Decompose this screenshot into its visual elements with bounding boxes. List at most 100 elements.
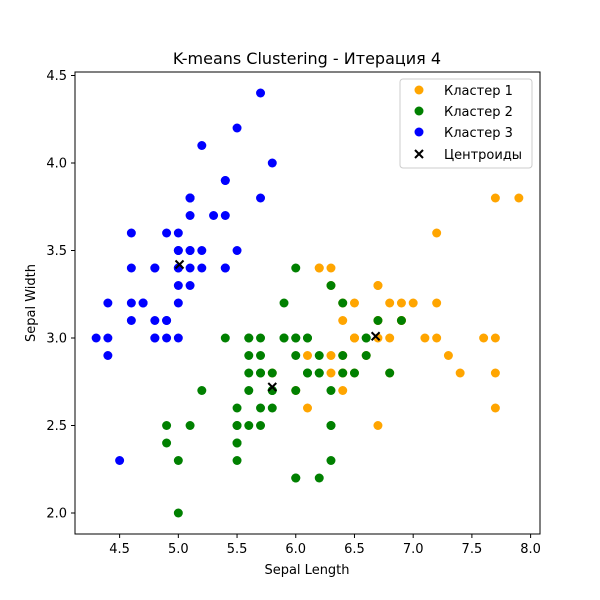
point-cluster-3-34: [162, 316, 172, 325]
y-tick-label: 4.0: [46, 157, 67, 172]
point-cluster-1-15: [432, 228, 442, 238]
point-cluster-1-30: [514, 193, 524, 203]
point-cluster-2-61: [279, 333, 289, 343]
point-cluster-1-44: [326, 263, 336, 273]
y-axis-label: Sepal Width: [24, 264, 39, 342]
point-cluster-1-14: [373, 421, 383, 430]
point-cluster-3-25: [173, 333, 183, 343]
point-cluster-3-17: [185, 246, 195, 255]
point-cluster-3-4: [173, 228, 183, 238]
point-cluster-2-58: [303, 368, 312, 378]
point-cluster-3-6: [126, 263, 136, 273]
point-cluster-2-19: [256, 403, 266, 413]
point-cluster-3-28: [197, 263, 207, 273]
x-axis-label: Sepal Length: [264, 563, 349, 578]
point-cluster-2-25: [291, 263, 301, 273]
point-cluster-2-0: [232, 456, 242, 465]
y-tick-label: 4.5: [46, 69, 67, 84]
point-cluster-2-36: [314, 351, 324, 360]
x-tick-label: 6.5: [344, 542, 365, 557]
point-cluster-3-18: [256, 193, 266, 203]
point-cluster-2-62: [232, 421, 242, 430]
point-cluster-3-30: [150, 316, 160, 325]
point-cluster-3-16: [220, 176, 230, 185]
point-cluster-3-33: [232, 123, 242, 133]
point-cluster-2-48: [338, 298, 348, 308]
point-cluster-3-21: [185, 211, 195, 220]
x-tick-label: 7.0: [403, 542, 424, 557]
point-cluster-3-31: [220, 263, 230, 273]
point-cluster-2-40: [162, 421, 172, 430]
point-cluster-1-39: [385, 298, 395, 308]
point-cluster-2-23: [291, 386, 301, 395]
point-cluster-3-29: [138, 298, 148, 308]
point-cluster-2-5: [173, 508, 183, 518]
point-cluster-3-41: [115, 456, 125, 465]
point-cluster-2-45: [326, 386, 336, 395]
point-cluster-1-22: [490, 403, 500, 413]
point-cluster-2-13: [279, 298, 289, 308]
point-cluster-2-8: [244, 351, 254, 360]
point-cluster-3-3: [126, 316, 136, 325]
point-cluster-1-13: [443, 351, 453, 360]
point-cluster-3-45: [150, 333, 160, 343]
point-cluster-2-4: [197, 386, 207, 395]
legend-frame: [399, 78, 533, 169]
point-cluster-1-12: [479, 333, 489, 343]
point-cluster-3-38: [103, 333, 113, 343]
point-cluster-3-32: [197, 141, 207, 150]
point-cluster-2-35: [256, 351, 266, 360]
point-cluster-2-15: [338, 351, 348, 360]
point-cluster-3-22: [126, 228, 136, 238]
point-cluster-1-34: [490, 333, 500, 343]
point-cluster-2-41: [256, 421, 266, 430]
point-cluster-1-10: [420, 333, 430, 343]
point-cluster-1-18: [385, 333, 395, 343]
point-cluster-2-2: [162, 438, 172, 448]
point-cluster-2-21: [232, 438, 242, 448]
point-cluster-1-0: [408, 298, 418, 308]
point-cluster-2-27: [244, 333, 254, 343]
point-cluster-3-24: [150, 263, 160, 273]
point-cluster-3-48: [209, 211, 219, 220]
point-cluster-2-17: [385, 368, 395, 378]
points-layer: [91, 88, 524, 518]
y-axis-ticks: 2.0 2.5 3.0 3.5 4.0 4.5: [46, 69, 75, 522]
point-cluster-1-26: [432, 298, 442, 308]
x-tick-label: 7.5: [462, 542, 483, 557]
legend-label-cluster-3: Кластер 3: [444, 126, 513, 141]
x-axis-ticks: 4.5 5.0 5.5 6.0 6.5 7.0 7.5 8.0: [109, 534, 541, 557]
point-cluster-1-28: [432, 333, 442, 343]
point-cluster-2-34: [256, 333, 266, 343]
point-cluster-2-52: [373, 316, 383, 325]
point-cluster-1-21: [490, 193, 500, 203]
point-cluster-2-33: [244, 386, 254, 395]
legend-marker-centroids: [414, 149, 424, 159]
point-cluster-2-32: [173, 456, 183, 465]
point-cluster-2-31: [267, 403, 277, 413]
plot-area-frame: [74, 71, 541, 535]
point-cluster-2-24: [220, 333, 230, 343]
point-cluster-3-36: [232, 246, 242, 255]
point-cluster-1-24: [490, 368, 500, 378]
x-tick-label: 5.0: [168, 542, 189, 557]
legend: Кластер 1 Кластер 2 Кластер 3 Центроиды: [399, 78, 533, 169]
point-cluster-1-17: [338, 386, 348, 395]
point-cluster-2-37: [185, 421, 195, 430]
legend-marker-cluster-3: [414, 127, 424, 137]
point-cluster-3-8: [103, 351, 113, 360]
point-cluster-2-11: [314, 473, 324, 483]
centroid-3: [174, 259, 185, 270]
legend-label-cluster-1: Кластер 1: [444, 84, 513, 99]
point-cluster-1-33: [303, 403, 312, 413]
point-cluster-1-42: [349, 333, 359, 343]
x-tick-label: 4.5: [109, 542, 130, 557]
point-cluster-3-43: [173, 246, 183, 255]
point-cluster-2-18: [291, 351, 301, 360]
point-cluster-3-15: [256, 88, 266, 98]
point-cluster-1-43: [314, 263, 324, 273]
x-tick-label: 5.5: [227, 542, 248, 557]
y-tick-label: 2.0: [46, 507, 67, 522]
point-cluster-2-38: [256, 368, 266, 378]
point-cluster-3-35: [173, 298, 183, 308]
